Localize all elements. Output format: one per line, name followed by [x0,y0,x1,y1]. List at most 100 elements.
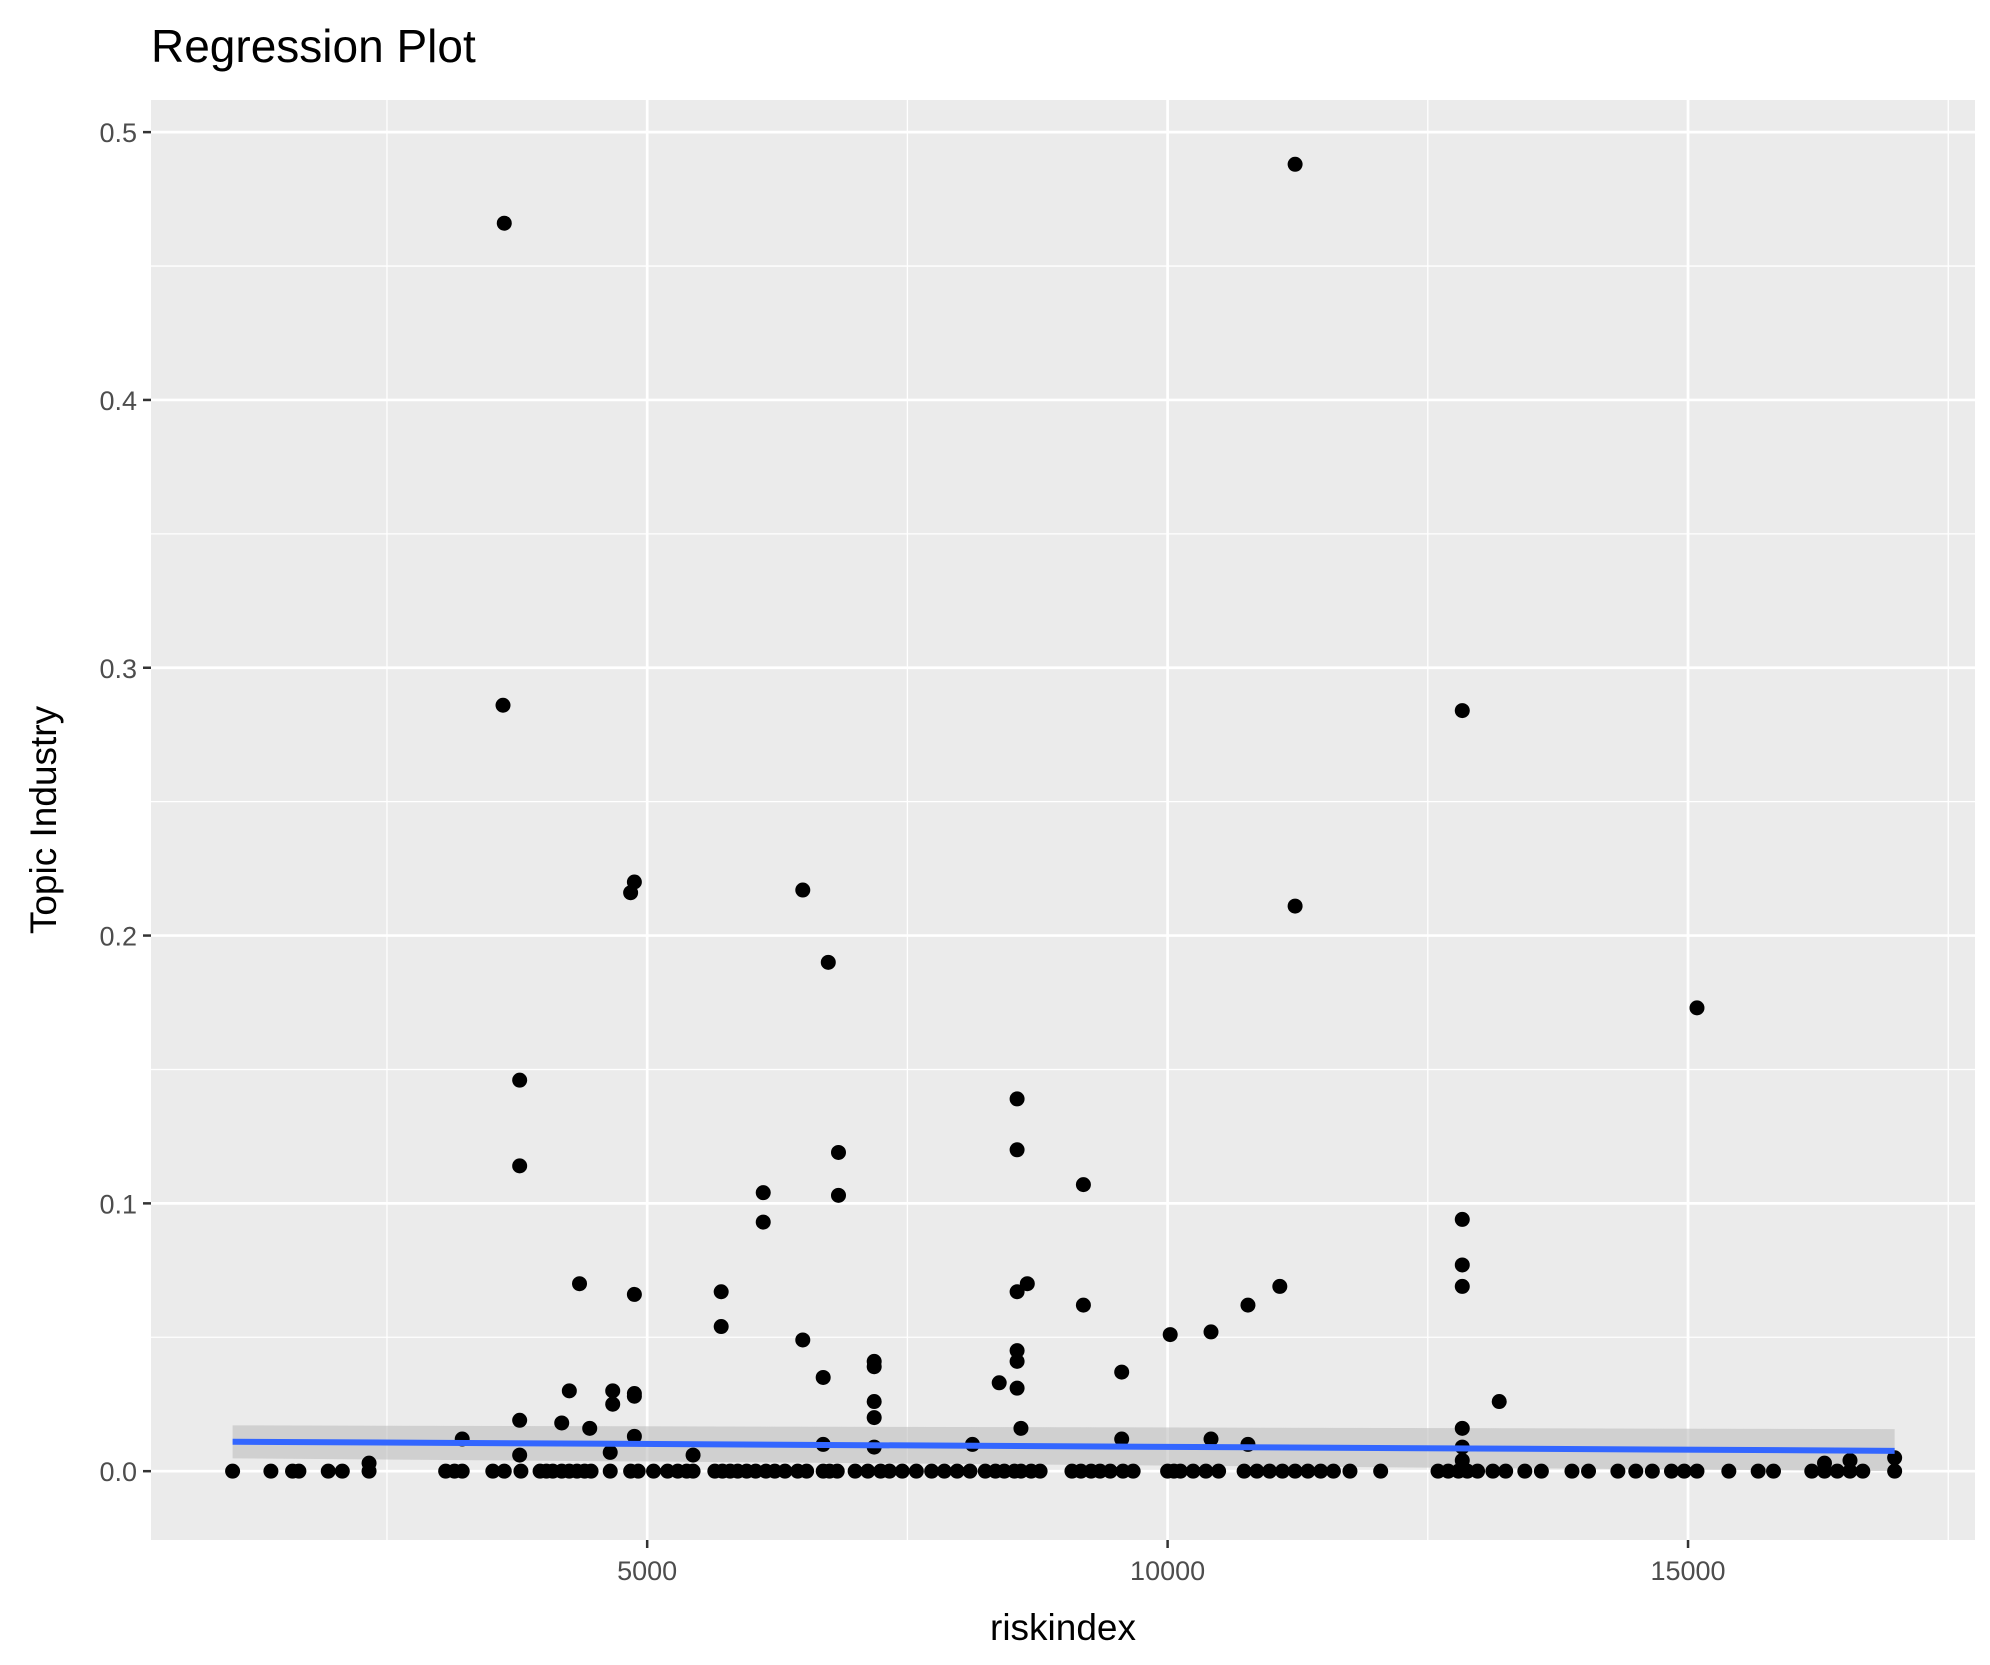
data-point [936,1463,952,1479]
data-point [1689,1463,1705,1479]
data-point [225,1463,241,1479]
data-point [866,1394,882,1410]
data-point [1750,1463,1766,1479]
data-point [512,1412,528,1428]
y-tick-label: 0.4 [99,386,137,416]
data-point [1211,1463,1227,1479]
data-point [847,1463,863,1479]
data-point [1009,1142,1025,1158]
data-point [777,1463,793,1479]
data-point [605,1383,621,1399]
data-point [1162,1327,1178,1343]
data-point [755,1185,771,1201]
data-point [1689,1000,1705,1016]
data-point [1009,1380,1025,1396]
data-point [1287,898,1303,914]
data-point [815,1369,831,1385]
data-point [1236,1463,1252,1479]
data-point [1855,1463,1871,1479]
data-point [605,1396,621,1412]
data-point [685,1463,701,1479]
data-point [1644,1463,1660,1479]
chart-title: Regression Plot [151,20,476,72]
data-point [1342,1463,1358,1479]
data-point [1009,1284,1025,1300]
data-point [1887,1450,1903,1466]
data-point [1009,1091,1025,1107]
data-point [1075,1177,1091,1193]
data-point [1804,1463,1820,1479]
data-point [829,1463,845,1479]
data-point [1498,1463,1514,1479]
data-point [1765,1463,1781,1479]
data-point [1887,1463,1903,1479]
data-point [513,1463,529,1479]
data-point [1373,1463,1389,1479]
data-point [496,215,512,231]
data-point [713,1319,729,1335]
data-point [991,1375,1007,1391]
data-point [881,1463,897,1479]
data-point [1013,1420,1029,1436]
data-point [1816,1463,1832,1479]
data-point [1125,1463,1141,1479]
data-point [830,1187,846,1203]
y-tick-label: 0.5 [99,118,137,148]
data-point [1172,1463,1188,1479]
data-point [860,1463,876,1479]
data-point [1454,1278,1470,1294]
y-tick-label: 0.2 [99,922,137,952]
data-point [512,1447,528,1463]
data-point [866,1410,882,1426]
data-point [866,1359,882,1375]
data-point [1272,1278,1288,1294]
data-point [949,1463,965,1479]
data-point [582,1420,598,1436]
data-point [1581,1463,1597,1479]
data-point [554,1415,570,1431]
data-point [1274,1463,1290,1479]
regression-line [232,1438,1895,1454]
data-point [1009,1343,1025,1359]
data-point [1114,1364,1130,1380]
data-point [626,1286,642,1302]
data-point [1610,1463,1626,1479]
data-point [1663,1463,1679,1479]
data-point [1564,1463,1580,1479]
data-point [1829,1463,1845,1479]
data-point [1485,1463,1501,1479]
data-point [894,1463,910,1479]
data-point [1240,1297,1256,1313]
data-point [626,1388,642,1404]
data-point [795,1332,811,1348]
data-point [1185,1463,1201,1479]
data-point [1491,1394,1507,1410]
data-point [799,1463,815,1479]
data-point [1721,1463,1737,1479]
data-point [263,1463,279,1479]
data-point [1676,1463,1692,1479]
data-point [572,1276,588,1292]
data-point [1313,1463,1329,1479]
data-point [924,1463,940,1479]
plot-panel [151,100,1975,1540]
data-point [334,1463,350,1479]
x-tick-label: 10000 [1130,1556,1205,1586]
data-point [830,1144,846,1160]
data-point [1198,1463,1214,1479]
data-point [291,1463,307,1479]
data-point [561,1383,577,1399]
data-point [1454,1211,1470,1227]
data-point [512,1072,528,1088]
y-tick-label: 0.3 [99,654,137,684]
data-point [496,1463,512,1479]
y-tick-label: 0.1 [99,1189,137,1219]
data-point [1249,1463,1265,1479]
data-point [908,1463,924,1479]
data-point [1454,1257,1470,1273]
y-tick-label: 0.0 [99,1457,137,1487]
data-point [583,1463,599,1479]
data-point [1300,1463,1316,1479]
x-tick-label: 15000 [1650,1556,1725,1586]
